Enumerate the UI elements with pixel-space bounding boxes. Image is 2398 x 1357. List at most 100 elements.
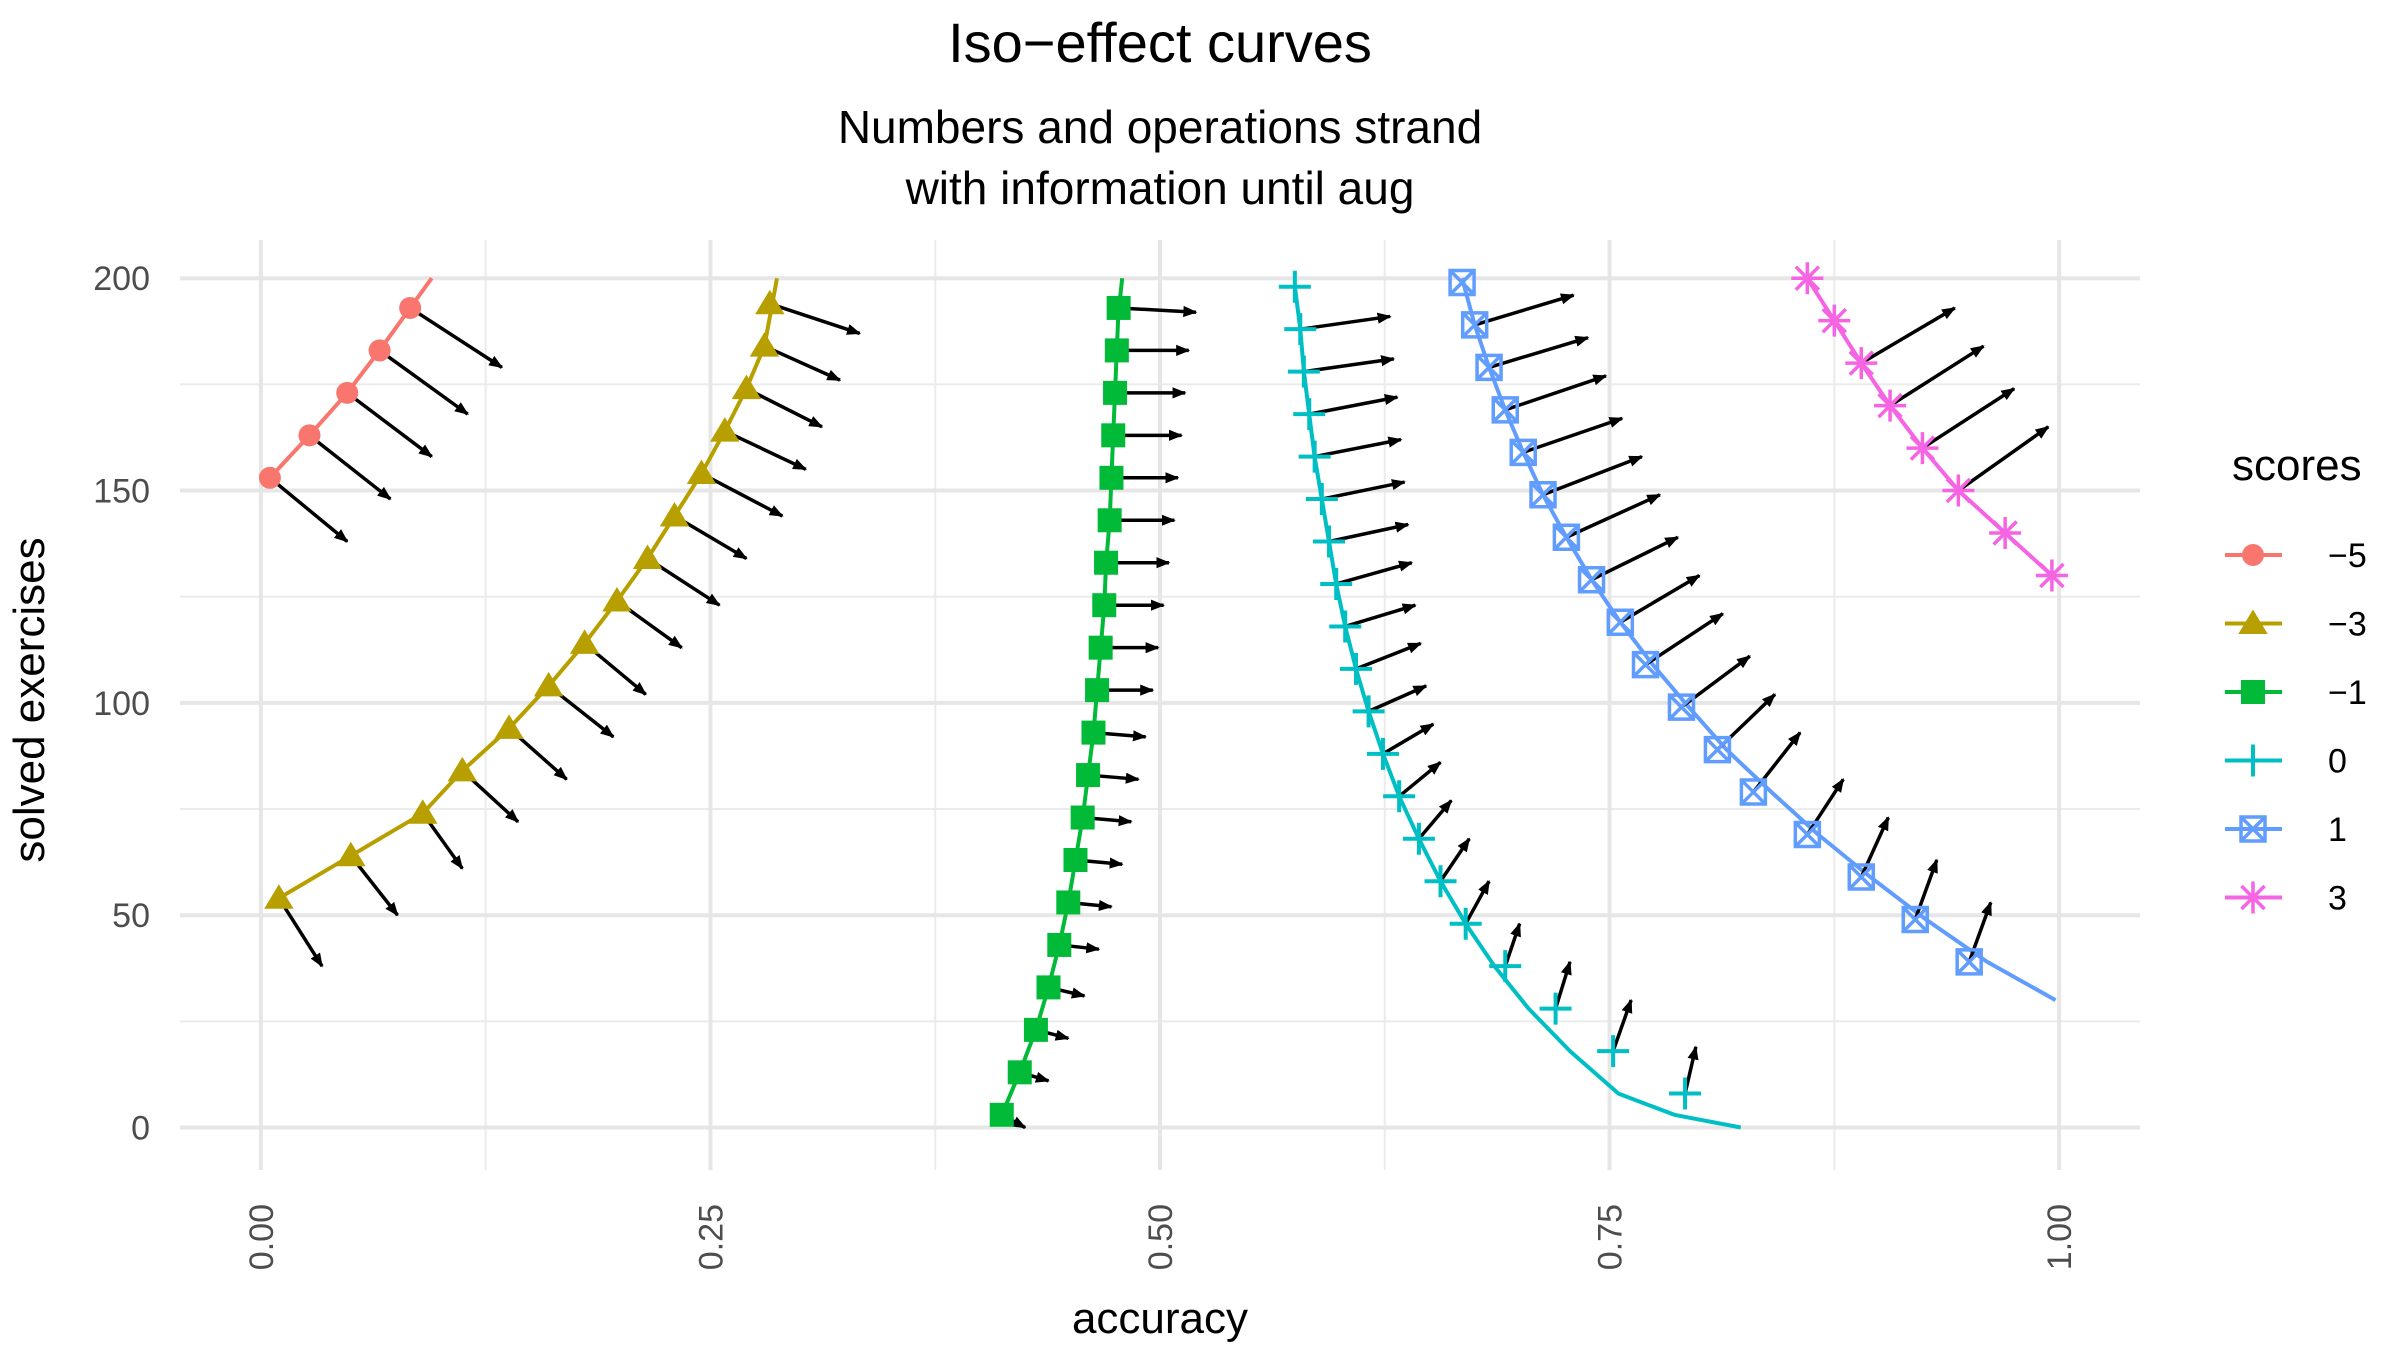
effect-arrow — [1118, 305, 1198, 318]
data-point — [1424, 865, 1457, 898]
data-point — [258, 466, 281, 489]
data-point — [731, 374, 762, 400]
effect-arrow — [1344, 603, 1417, 629]
series-line — [999, 277, 1125, 1116]
effect-arrow — [763, 344, 842, 382]
data-point — [602, 586, 632, 612]
data-point — [1305, 483, 1338, 516]
legend-label: 3 — [2328, 880, 2347, 918]
series-line — [1460, 277, 2057, 1002]
effect-arrow — [700, 472, 784, 518]
series-4 — [1448, 268, 2057, 1002]
effect-arrow — [1367, 684, 1428, 713]
data-point — [2035, 559, 2068, 592]
series-0 — [258, 277, 504, 543]
effect-arrow — [1859, 816, 1890, 878]
effect-arrow — [1488, 335, 1590, 370]
data-point — [1103, 380, 1128, 405]
x-tick-label: 0.25 — [692, 1204, 730, 1270]
data-point — [1278, 270, 1311, 303]
data-point — [1104, 338, 1129, 363]
effect-arrow — [1464, 880, 1491, 925]
data-point — [1070, 805, 1095, 830]
data-point — [1076, 763, 1101, 788]
data-point — [1791, 262, 1824, 295]
series-2 — [989, 277, 1198, 1130]
effect-arrow — [308, 433, 392, 501]
data-point — [447, 756, 478, 782]
effect-arrow — [1967, 901, 1993, 963]
data-point — [1491, 396, 1519, 424]
data-point — [1597, 1035, 1630, 1068]
legend-marker — [2241, 680, 2265, 704]
series-3 — [1278, 270, 1742, 1130]
plot-grid — [180, 240, 2140, 1170]
data-point — [1529, 481, 1557, 509]
legend-item: −5 — [2225, 537, 2367, 575]
data-point — [1313, 525, 1346, 558]
series-5 — [1791, 262, 2068, 592]
data-point — [1631, 650, 1660, 679]
effect-arrow — [1300, 312, 1392, 331]
data-point — [1094, 550, 1119, 575]
data-point — [1955, 948, 1983, 976]
data-point — [1085, 678, 1110, 703]
data-point — [1669, 1077, 1702, 1110]
y-tick-label: 150 — [93, 473, 150, 511]
data-point — [1023, 1017, 1048, 1042]
legend-item: −1 — [2225, 674, 2367, 712]
y-axis-title: solved exercises — [5, 537, 54, 862]
effect-arrow — [1303, 355, 1396, 374]
data-point — [1449, 907, 1482, 940]
effect-arrow — [1439, 837, 1471, 883]
chart-subtitle-line-2: with information until aug — [905, 162, 1415, 214]
data-point — [1989, 517, 2022, 550]
data-point — [1539, 992, 1572, 1025]
x-tick-label: 1.00 — [2041, 1204, 2079, 1270]
data-point — [755, 289, 785, 315]
data-point — [494, 714, 524, 739]
data-point — [686, 459, 717, 485]
data-point — [1007, 1060, 1032, 1085]
effect-arrow — [1889, 344, 1985, 408]
legend-title: scores — [2232, 441, 2362, 490]
data-point — [1942, 474, 1975, 507]
x-tick-label: 0.50 — [1142, 1204, 1180, 1270]
data-point — [1475, 353, 1503, 382]
y-tick-label: 0 — [131, 1110, 150, 1148]
data-point — [659, 502, 690, 527]
data-point — [1448, 268, 1476, 297]
data-point — [1366, 737, 1399, 770]
effect-arrow — [1611, 998, 1633, 1052]
series-line — [277, 277, 779, 900]
series-layer — [258, 262, 2068, 1130]
data-point — [264, 884, 294, 909]
x-axis-ticks: 0.00 0.25 0.50 0.75 1.00 — [243, 1204, 2079, 1270]
x-tick-label: 0.75 — [1592, 1204, 1630, 1270]
data-point — [1577, 565, 1606, 594]
effect-arrow — [1565, 493, 1662, 539]
data-point — [1036, 975, 1061, 1000]
series-1 — [264, 277, 862, 968]
data-point — [1293, 398, 1326, 431]
data-point — [1845, 347, 1878, 380]
data-point — [1298, 440, 1331, 473]
data-point — [1552, 523, 1581, 552]
effect-arrow — [1913, 858, 1939, 921]
data-point — [1460, 311, 1489, 339]
legend-item: 3 — [2225, 880, 2347, 918]
data-point — [1287, 355, 1320, 388]
effect-arrow — [409, 306, 504, 369]
effect-arrow — [1590, 535, 1680, 582]
data-point — [1402, 822, 1435, 855]
data-point — [1329, 610, 1362, 643]
legend-label: 1 — [2328, 811, 2347, 849]
data-point — [1667, 693, 1696, 721]
data-point — [1906, 432, 1939, 465]
data-point — [1340, 652, 1372, 685]
effect-arrow — [346, 391, 433, 458]
y-axis-ticks: 0 50 100 150 200 — [93, 260, 150, 1147]
x-axis-title: accuracy — [1072, 1294, 1248, 1343]
data-point — [1874, 389, 1907, 422]
data-point — [1101, 423, 1126, 448]
